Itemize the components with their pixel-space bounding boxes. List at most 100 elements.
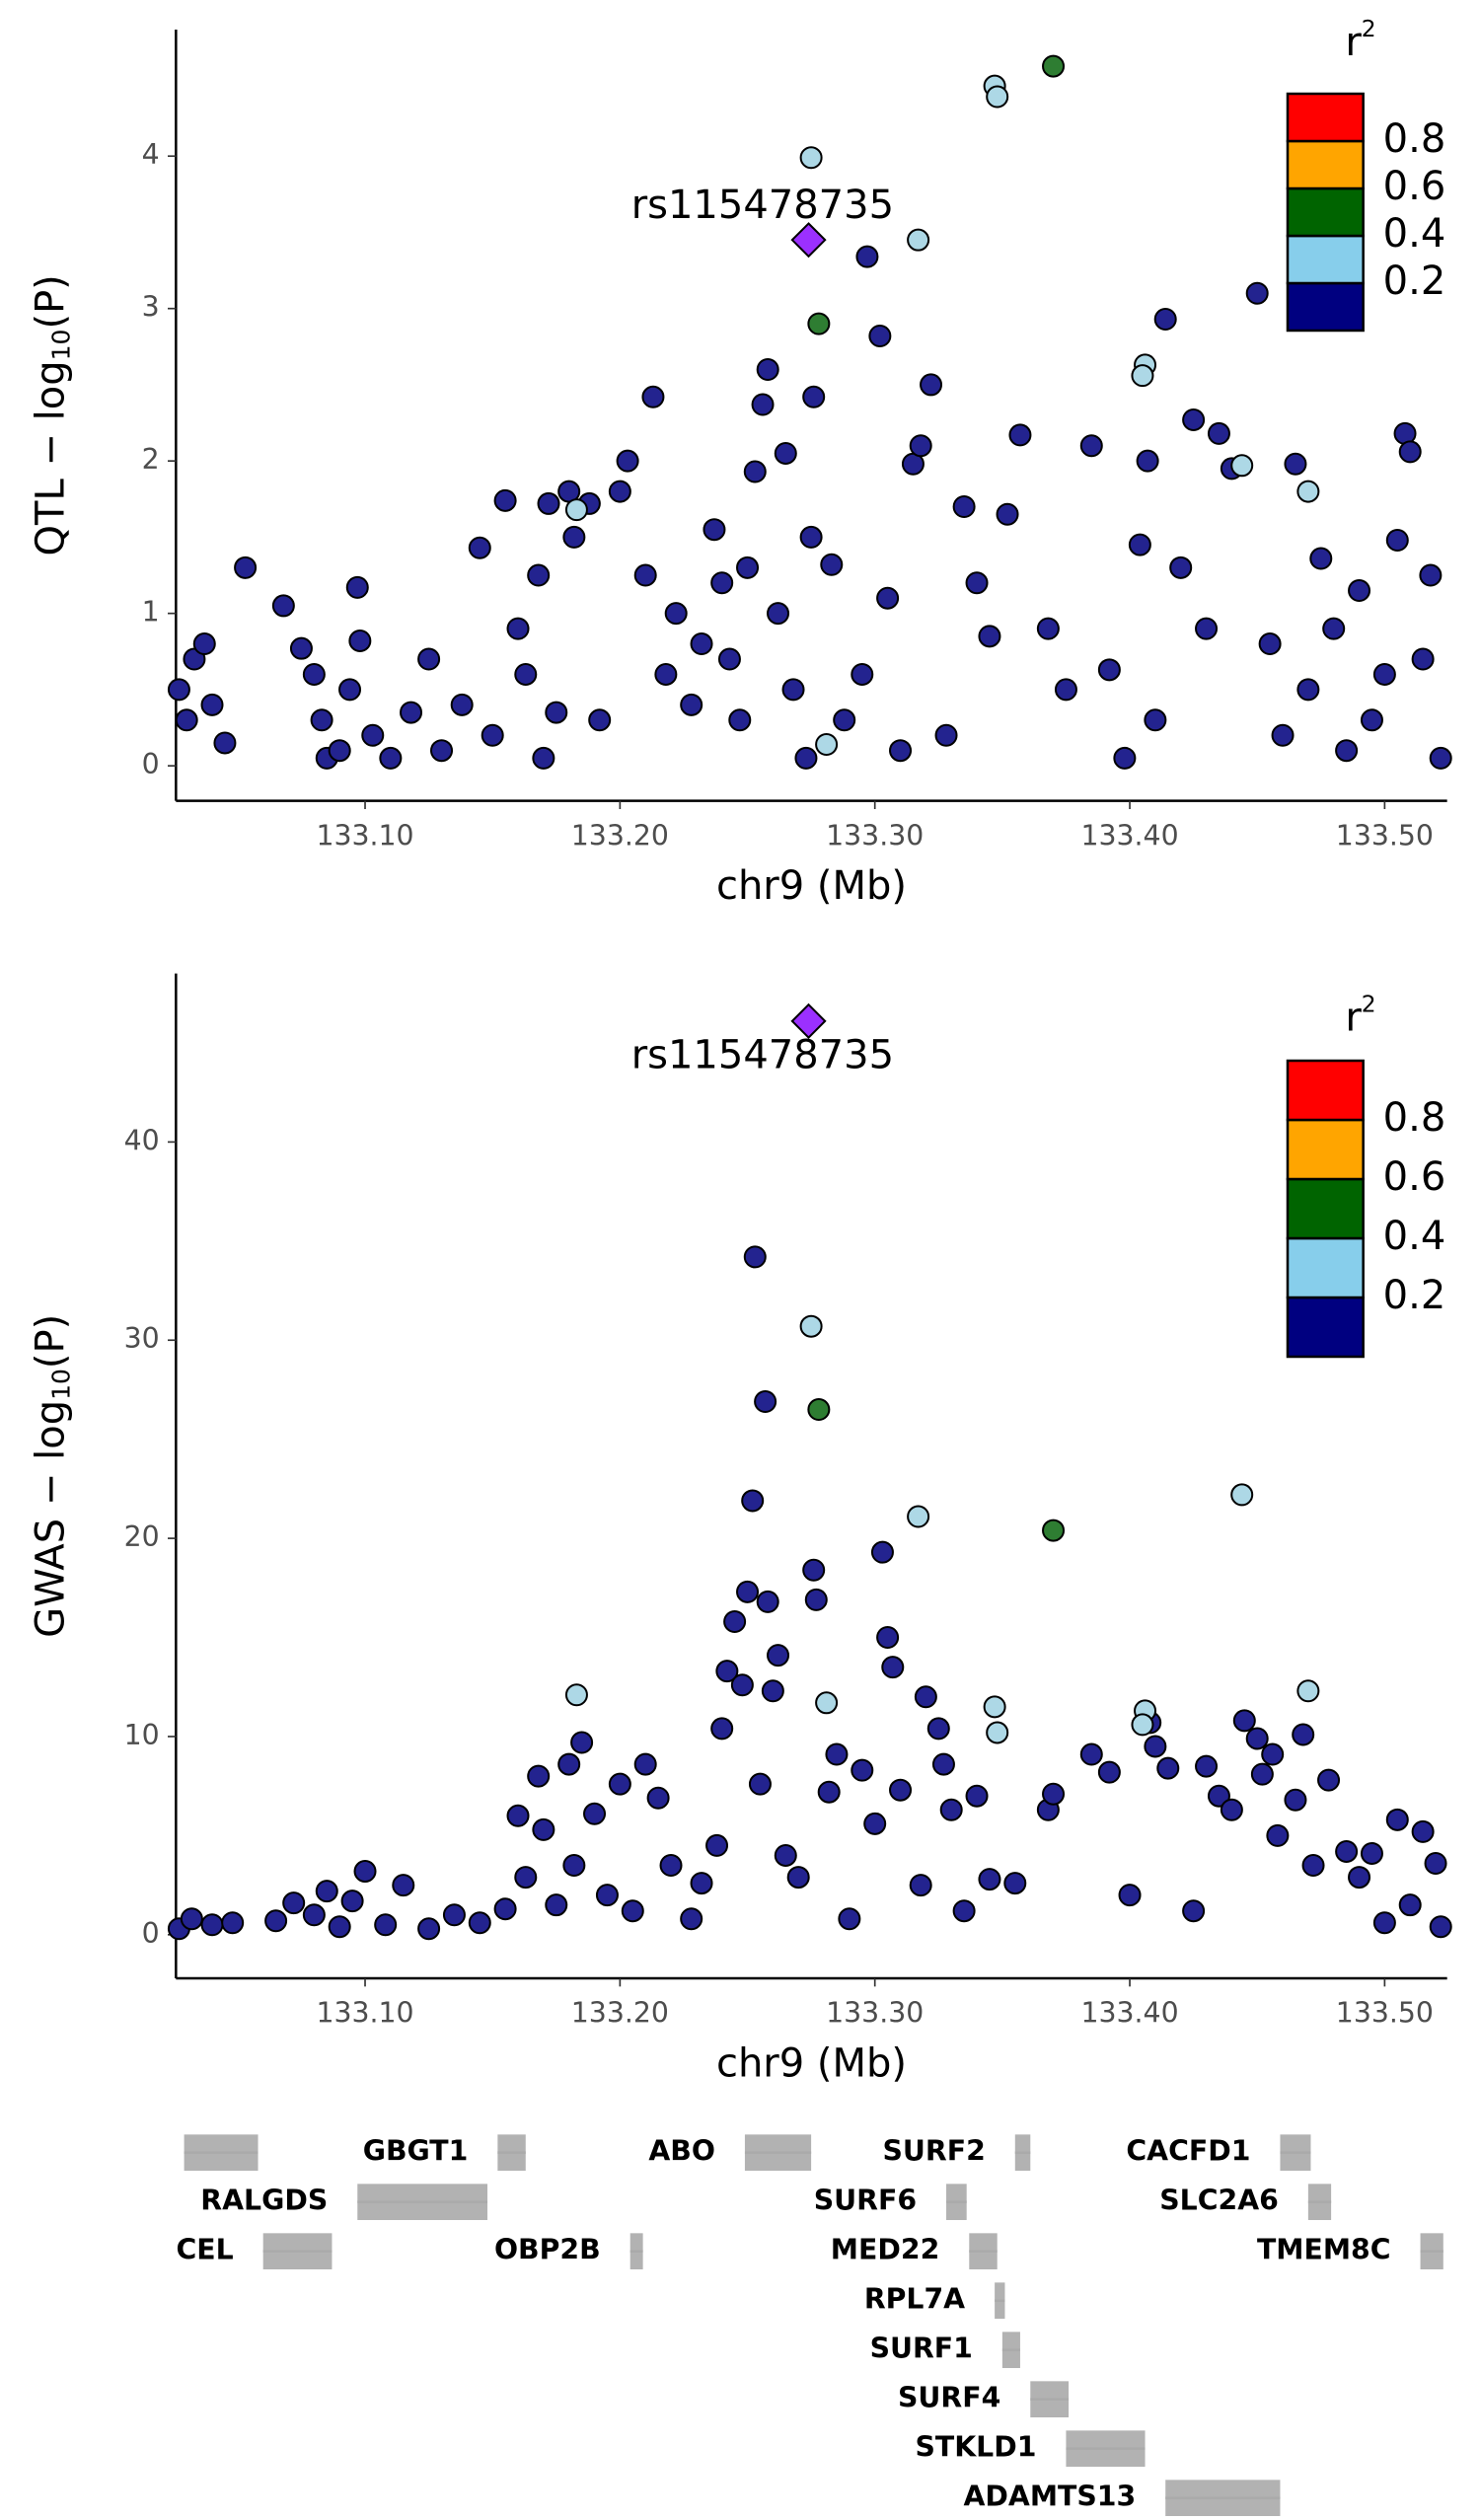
- point: [939, 1798, 963, 1821]
- point: [952, 495, 976, 519]
- gene: [1307, 2184, 1332, 2220]
- point: [417, 1917, 441, 1941]
- colorbar-box: [1286, 1118, 1365, 1181]
- y-axis-label: QTL − log10(P): [28, 274, 75, 556]
- point: [340, 1890, 364, 1913]
- point: [1182, 408, 1206, 431]
- point: [200, 693, 224, 716]
- point: [664, 602, 688, 626]
- point: [802, 1558, 826, 1582]
- point: [1271, 723, 1295, 747]
- point: [743, 460, 767, 483]
- gene: [1066, 2430, 1146, 2467]
- point: [736, 556, 760, 579]
- gene-label: TMEM8C: [1257, 2234, 1391, 2266]
- colorbar-box: [1286, 139, 1365, 190]
- y-axis-label: GWAS − log10(P): [28, 1314, 75, 1638]
- point: [909, 434, 932, 458]
- gene-label: SURF4: [898, 2382, 1000, 2414]
- point: [588, 708, 612, 732]
- colorbar-title-base: r: [1345, 995, 1362, 1040]
- point: [1335, 1839, 1359, 1863]
- point: [1131, 1713, 1154, 1737]
- point: [1360, 1841, 1383, 1865]
- point: [815, 733, 839, 757]
- point: [1301, 1854, 1325, 1878]
- point: [1348, 1866, 1371, 1890]
- colorbar-box: [1286, 1236, 1365, 1299]
- point: [1411, 647, 1435, 671]
- point: [234, 556, 258, 579]
- point: [1008, 423, 1032, 447]
- point: [646, 1786, 670, 1810]
- point: [1097, 1760, 1121, 1784]
- gene-label: SLC2A6: [1159, 2185, 1279, 2217]
- point: [756, 1590, 779, 1613]
- point: [1169, 556, 1193, 579]
- point: [1079, 1742, 1103, 1766]
- y-label-text: GWAS − log: [28, 1400, 73, 1638]
- point: [931, 1752, 955, 1776]
- point: [1284, 452, 1307, 476]
- point: [570, 1731, 594, 1754]
- y-tick-label: 40: [124, 1124, 160, 1156]
- colorbar-label: 0.4: [1383, 211, 1446, 257]
- gene-label: RALGDS: [200, 2185, 328, 2217]
- point: [192, 632, 216, 656]
- point: [361, 723, 385, 747]
- gene: [946, 2184, 967, 2220]
- point: [710, 1717, 734, 1741]
- point: [1398, 1893, 1422, 1917]
- x-tick-label: 133.20: [571, 1997, 669, 2030]
- x-axis-label: chr9 (Mb): [716, 863, 907, 909]
- point: [1372, 1911, 1396, 1935]
- point: [736, 1580, 760, 1603]
- point: [1372, 662, 1396, 686]
- point: [1292, 1723, 1315, 1746]
- point: [680, 693, 703, 716]
- point: [1266, 1823, 1290, 1847]
- point: [1136, 449, 1159, 473]
- point: [774, 1843, 797, 1867]
- point: [934, 723, 958, 747]
- point: [870, 1540, 894, 1564]
- point: [741, 1489, 765, 1513]
- point: [564, 498, 588, 522]
- gene-label: SURF1: [870, 2333, 973, 2365]
- x-tick-label: 133.20: [571, 819, 669, 852]
- point: [282, 1891, 306, 1915]
- point: [302, 1903, 326, 1927]
- point: [1258, 632, 1282, 656]
- point: [889, 739, 913, 763]
- point: [820, 553, 844, 576]
- x-tick-label: 133.30: [826, 819, 924, 852]
- gene-label: GBGT1: [363, 2135, 469, 2168]
- point: [468, 1911, 491, 1935]
- gene-label: ABO: [648, 2135, 715, 2168]
- point: [564, 1683, 588, 1707]
- point: [786, 1866, 810, 1890]
- point: [264, 1909, 288, 1933]
- gene-label: RPL7A: [864, 2283, 965, 2316]
- y-tick-label: 2: [142, 443, 160, 476]
- point: [815, 1691, 839, 1715]
- point: [986, 85, 1009, 109]
- point: [799, 525, 823, 549]
- point: [633, 1752, 657, 1776]
- point: [302, 662, 326, 686]
- point: [802, 385, 826, 408]
- point: [774, 441, 797, 465]
- point: [914, 1685, 937, 1709]
- point: [1360, 708, 1383, 732]
- point: [608, 1772, 631, 1796]
- point: [1220, 1798, 1243, 1821]
- point: [825, 1742, 849, 1766]
- y-tick-label: 0: [142, 748, 160, 780]
- x-tick-label: 133.10: [316, 819, 413, 852]
- point: [1113, 746, 1137, 770]
- colorbar-box: [1286, 234, 1365, 285]
- point: [965, 571, 989, 595]
- point: [1398, 440, 1422, 464]
- colorbar-title: r2: [1345, 15, 1375, 66]
